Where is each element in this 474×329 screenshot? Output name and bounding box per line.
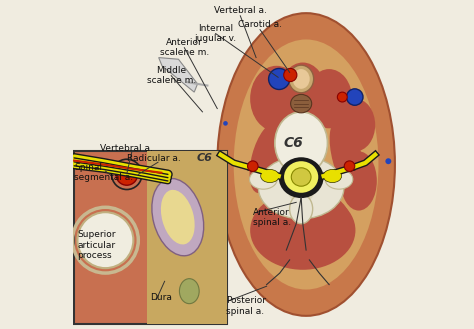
Ellipse shape	[249, 123, 284, 193]
Ellipse shape	[292, 168, 311, 186]
Ellipse shape	[152, 178, 204, 256]
Ellipse shape	[250, 191, 356, 270]
Ellipse shape	[250, 66, 303, 132]
Ellipse shape	[280, 63, 326, 122]
Circle shape	[337, 92, 347, 102]
Ellipse shape	[329, 120, 365, 196]
Ellipse shape	[258, 156, 344, 219]
FancyBboxPatch shape	[146, 151, 227, 324]
Ellipse shape	[341, 151, 377, 211]
Circle shape	[344, 161, 355, 171]
Ellipse shape	[275, 112, 328, 174]
Ellipse shape	[265, 109, 301, 155]
Ellipse shape	[323, 169, 342, 183]
Ellipse shape	[287, 175, 315, 203]
Ellipse shape	[217, 13, 395, 316]
Text: Middle
scalene m.: Middle scalene m.	[146, 66, 196, 85]
Text: C6: C6	[283, 136, 303, 150]
Text: Radicular a.: Radicular a.	[127, 154, 181, 163]
Circle shape	[116, 164, 137, 185]
Ellipse shape	[255, 195, 298, 252]
Text: Superior
articular
process: Superior articular process	[77, 230, 116, 260]
Circle shape	[223, 121, 228, 126]
Ellipse shape	[289, 65, 314, 93]
Circle shape	[346, 89, 363, 105]
Polygon shape	[159, 58, 198, 92]
Ellipse shape	[261, 169, 279, 183]
Text: Anterior
spinal a.: Anterior spinal a.	[253, 208, 291, 227]
Ellipse shape	[290, 194, 313, 224]
Text: Dura: Dura	[150, 293, 172, 302]
Ellipse shape	[291, 94, 312, 113]
Text: Internal
jugular v.: Internal jugular v.	[194, 24, 237, 43]
Circle shape	[247, 161, 258, 171]
FancyBboxPatch shape	[74, 151, 227, 324]
Text: Vertebral a.: Vertebral a.	[100, 144, 154, 153]
Text: Anterior
scalene m.: Anterior scalene m.	[160, 38, 209, 57]
Ellipse shape	[336, 99, 375, 151]
Circle shape	[284, 68, 297, 82]
Ellipse shape	[234, 39, 378, 290]
Ellipse shape	[279, 157, 324, 198]
Ellipse shape	[180, 279, 199, 304]
Text: Vertebral a.: Vertebral a.	[214, 6, 267, 15]
Text: Carotid a.: Carotid a.	[238, 20, 282, 29]
Ellipse shape	[284, 161, 318, 193]
Text: C6: C6	[196, 153, 212, 163]
Circle shape	[385, 158, 392, 164]
Circle shape	[269, 68, 290, 89]
Text: Posterior
spinal a.: Posterior spinal a.	[227, 296, 266, 316]
Ellipse shape	[161, 190, 195, 244]
Text: Spinal
segmental a.: Spinal segmental a.	[74, 163, 133, 182]
Ellipse shape	[311, 195, 354, 252]
Circle shape	[77, 212, 133, 268]
Ellipse shape	[325, 169, 353, 189]
Ellipse shape	[292, 69, 310, 89]
Ellipse shape	[249, 169, 277, 189]
Ellipse shape	[306, 69, 352, 128]
